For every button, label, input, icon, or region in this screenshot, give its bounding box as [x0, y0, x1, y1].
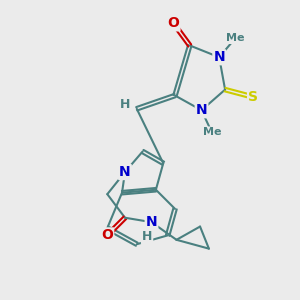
Text: O: O: [101, 228, 113, 242]
Text: N: N: [196, 103, 207, 117]
Text: Me: Me: [202, 127, 221, 137]
Text: N: N: [213, 50, 225, 64]
Text: O: O: [168, 16, 179, 30]
Text: S: S: [248, 90, 258, 104]
Text: H: H: [120, 98, 130, 111]
Text: H: H: [142, 230, 152, 243]
Text: N: N: [146, 215, 157, 229]
Text: Me: Me: [226, 33, 244, 43]
Text: N: N: [119, 165, 131, 179]
